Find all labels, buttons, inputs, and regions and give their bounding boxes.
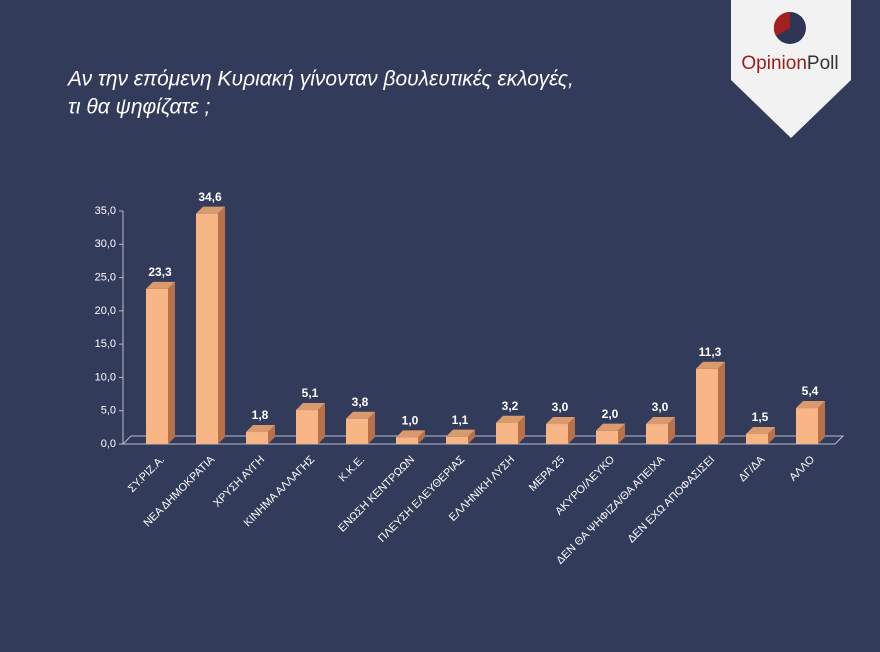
bar-top xyxy=(346,411,375,419)
bar-top xyxy=(196,206,225,214)
bar-top xyxy=(746,427,775,435)
bar xyxy=(196,213,218,444)
bar-side xyxy=(368,411,375,444)
bar-side xyxy=(718,361,725,444)
bar-top xyxy=(296,403,325,411)
bar-side xyxy=(268,425,275,444)
bar-side xyxy=(618,423,625,444)
value-label: 2,0 xyxy=(602,407,619,421)
bar-side xyxy=(818,401,825,444)
value-label: 1,0 xyxy=(402,414,419,428)
bar xyxy=(546,424,568,444)
bar xyxy=(496,422,518,444)
bar-top xyxy=(496,415,525,423)
y-tick-label: 15,0 xyxy=(95,338,116,350)
bar-side xyxy=(518,415,525,444)
value-label: 1,5 xyxy=(752,410,769,424)
bar-top xyxy=(796,401,825,409)
value-label: 23,3 xyxy=(148,265,172,279)
y-tick-label: 20,0 xyxy=(95,305,116,317)
bar-top xyxy=(446,429,475,437)
y-tick-label: 0,0 xyxy=(101,438,116,450)
y-tick-label: 10,0 xyxy=(95,371,116,383)
bar-top xyxy=(546,417,575,425)
logo-badge xyxy=(731,0,851,138)
bar xyxy=(396,437,418,444)
y-tick-label: 25,0 xyxy=(95,271,116,283)
value-label: 5,1 xyxy=(302,386,319,400)
value-label: 5,4 xyxy=(802,384,819,398)
logo-second: Poll xyxy=(807,53,839,74)
bar-side xyxy=(168,281,175,444)
value-label: 1,8 xyxy=(252,408,269,422)
bar xyxy=(246,432,268,444)
bar-top xyxy=(246,425,275,433)
bar xyxy=(346,418,368,444)
value-label: 11,3 xyxy=(699,345,722,359)
logo-first: Opinion xyxy=(741,53,807,74)
bar xyxy=(646,424,668,444)
bar xyxy=(696,368,718,444)
bar-top xyxy=(396,430,425,438)
bar-side xyxy=(318,403,325,444)
bar-top xyxy=(646,417,675,425)
bar-side xyxy=(468,429,475,444)
bar xyxy=(746,434,768,444)
logo-text: OpinionPoll xyxy=(741,53,838,74)
bar xyxy=(446,436,468,444)
bar-top xyxy=(146,281,175,289)
value-label: 3,0 xyxy=(652,400,669,414)
y-tick-label: 35,0 xyxy=(95,205,116,217)
value-label: 34,6 xyxy=(198,190,222,204)
chart-title: τι θα ψηφίζατε ; xyxy=(68,96,210,119)
value-label: 3,8 xyxy=(352,395,369,409)
bar-top xyxy=(696,361,725,369)
bar-side xyxy=(418,430,425,444)
y-tick-label: 5,0 xyxy=(101,405,116,417)
bar-side xyxy=(768,427,775,444)
bar xyxy=(596,430,618,444)
bar-side xyxy=(218,206,225,444)
value-label: 3,2 xyxy=(502,399,519,413)
logo-icon-slice xyxy=(773,11,790,36)
y-tick-label: 30,0 xyxy=(95,238,116,250)
bar-side xyxy=(668,417,675,444)
bar-side xyxy=(568,417,575,444)
bar xyxy=(146,288,168,444)
bar xyxy=(296,410,318,444)
value-label: 3,0 xyxy=(552,400,569,414)
chart-title: Αν την επόμενη Κυριακή γίνονταν βουλευτι… xyxy=(66,68,574,91)
bar xyxy=(796,408,818,444)
value-label: 1,1 xyxy=(452,413,469,427)
bar-top xyxy=(596,423,625,431)
